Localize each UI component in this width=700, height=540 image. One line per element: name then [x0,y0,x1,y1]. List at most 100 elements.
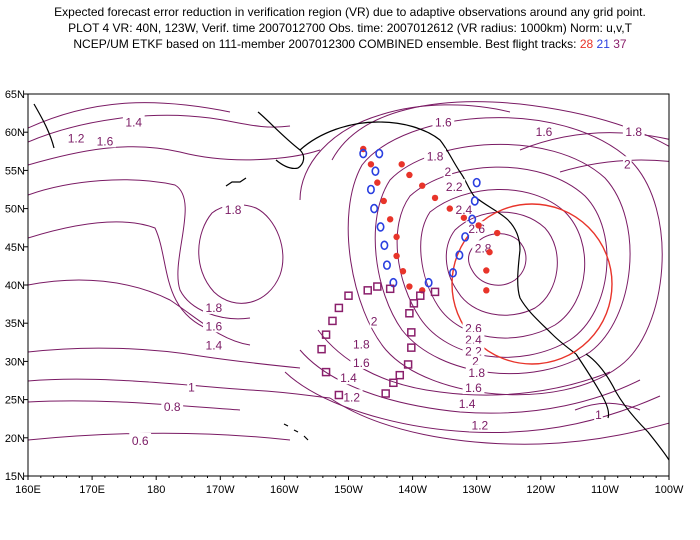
contour-label-bg [187,379,196,394]
contour-label-bg [65,130,87,145]
contour-label: 1.2 [68,131,85,145]
track-21-point [470,196,479,206]
contour-label-bg [337,370,360,385]
track-21-point [461,232,470,242]
track-id-3: 37 [613,37,627,51]
contour-label: 2 [624,157,631,171]
track-28-point [374,179,381,186]
track-37-point [334,390,344,400]
track-28-point [399,268,407,275]
coastline-alaska [257,111,305,170]
track-21-point [424,277,433,288]
lon-tick-label: 100W [655,484,684,496]
track-21-point [376,222,385,232]
track-37-point [409,299,419,308]
contour-label: 1.6 [97,134,114,148]
track-28-point [460,214,468,221]
track-37-point [403,360,413,369]
lat-tick-label: 30N [5,356,25,368]
track-28-point [446,205,453,212]
contour-label-bg [452,202,475,217]
contour-label: 1.6 [465,381,482,395]
contour-label-bg [161,399,184,414]
track-37-point [317,344,326,354]
track-21-point [380,240,389,251]
contour-label: 2.4 [456,203,473,217]
contour-label: 0.6 [132,434,149,448]
track-21-point [366,184,375,195]
track-21-point [359,148,368,159]
track-21-point [448,267,457,278]
track-28-point [483,287,490,294]
contour-labels: 1.21.41.61.81.81.61.410.80.61.61.822.22.… [65,114,645,448]
contour-label: 1.8 [468,366,485,380]
flight-tracks [317,145,501,400]
contour-line [198,204,284,304]
contour-label: 1.4 [459,397,476,411]
lat-tick-label: 15N [5,471,25,483]
contour-label-bg [340,389,363,404]
lon-tick-label: 120W [526,484,555,496]
contour-label-bg [443,179,466,194]
track-37-point [385,284,395,294]
lon-tick-label: 110W [591,484,620,496]
lat-tick-label: 65N [5,89,25,101]
coastline-mexico-mainland [585,353,669,461]
contour-line [299,104,511,201]
contour-lines [28,101,669,445]
coastline-baja [575,353,610,419]
lon-tick-label: 160E [15,484,41,496]
lon-tick-label: 140W [398,484,427,496]
track-37-point [395,370,405,380]
track-28-point [475,222,482,229]
contour-line [374,143,631,375]
contour-label-bg [443,163,453,178]
contour-label: 1.8 [427,150,444,164]
map-background [28,94,669,476]
contour-line [559,159,669,173]
contour-label-bg [469,417,491,432]
coastline-hawaii [283,423,309,441]
contour-label: 1.4 [125,115,142,129]
contour-line [396,166,608,358]
lon-tick-label: 160W [270,484,299,496]
track-id-1: 28 [579,37,594,51]
coastlines [33,103,669,461]
lon-tick-label: 150W [334,484,363,496]
contour-label: 1.6 [536,125,553,139]
contour-line [28,102,231,129]
contour-label: 1.6 [353,356,370,370]
contour-label-bg [222,202,245,217]
contour-label: 1.8 [225,203,242,217]
coastline-british-columbia [473,195,521,251]
track-37-point [430,287,440,297]
track-28-point [406,171,413,179]
track-21-point [468,214,477,225]
contour-label: 1 [595,408,602,422]
coastline-gulf-of-alaska [299,121,475,197]
contour-label-bg [533,124,555,139]
track-21-point [370,203,379,214]
track-28-point [483,267,490,274]
contour-line [420,189,586,339]
contour-line [519,132,669,151]
track-37-point [416,291,425,300]
contour-label: 1.8 [625,125,642,139]
track-37-point [334,303,344,313]
lat-tick-label: 40N [5,280,25,292]
contour-label: 0.8 [164,400,181,414]
contour-label: 1.8 [353,338,370,352]
track-37-point [407,328,416,337]
contour-label: 2 [445,165,452,179]
contour-line [28,114,291,143]
contour-label: 1.6 [206,319,223,333]
coastline-us-west [517,249,577,355]
contour-label: 2 [472,354,479,368]
contour-label-bg [350,354,373,369]
contour-label: 1.2 [343,390,360,404]
lon-tick-label: 170W [206,484,235,496]
title-line-3: NCEP/UM ETKF based on 111-member 2007012… [0,36,700,52]
contour-label-bg [202,299,225,314]
coastline-kamchatka [33,103,55,149]
track-37-point [321,367,331,377]
